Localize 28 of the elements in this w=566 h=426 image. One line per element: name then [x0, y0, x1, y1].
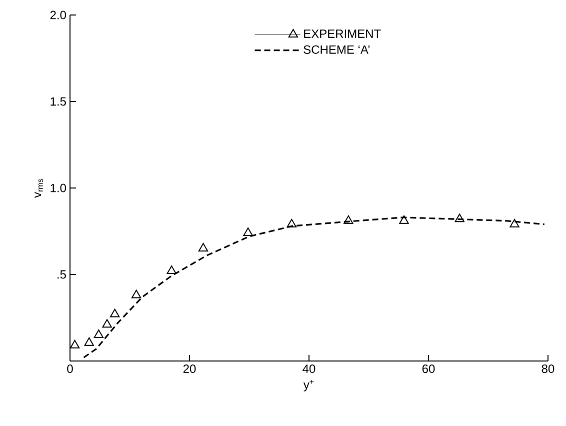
point	[198, 243, 208, 252]
y-tick-label: 2.0	[50, 10, 66, 20]
y-tick-label: 1.0	[50, 184, 66, 192]
point	[102, 319, 112, 328]
y-tick-label: 1.5	[50, 97, 66, 106]
point	[286, 218, 296, 228]
point	[166, 266, 176, 274]
x-tick-label: 60	[422, 364, 435, 374]
point	[94, 330, 104, 338]
point	[110, 308, 120, 318]
x-axis-title: y$^{+}$	[303, 380, 314, 392]
point	[70, 340, 80, 348]
x-tick-label: 20	[183, 364, 196, 374]
point	[243, 227, 253, 236]
point	[454, 214, 464, 222]
point	[344, 215, 354, 224]
point	[510, 218, 520, 228]
line-series	[82, 216, 546, 358]
x-tick-label: 40	[302, 364, 316, 374]
legend-label: EXPERIMENT	[304, 30, 381, 38]
point	[84, 337, 94, 346]
x-tick-label: 80	[542, 364, 554, 374]
point	[131, 290, 142, 298]
point	[399, 215, 409, 224]
legend-label: SCHEME ‘A’	[304, 45, 370, 54]
x-tick-label: 0	[67, 364, 73, 374]
y-axis-title: v$_{rms}$	[34, 178, 43, 198]
y-tick-label: .5	[58, 270, 66, 279]
